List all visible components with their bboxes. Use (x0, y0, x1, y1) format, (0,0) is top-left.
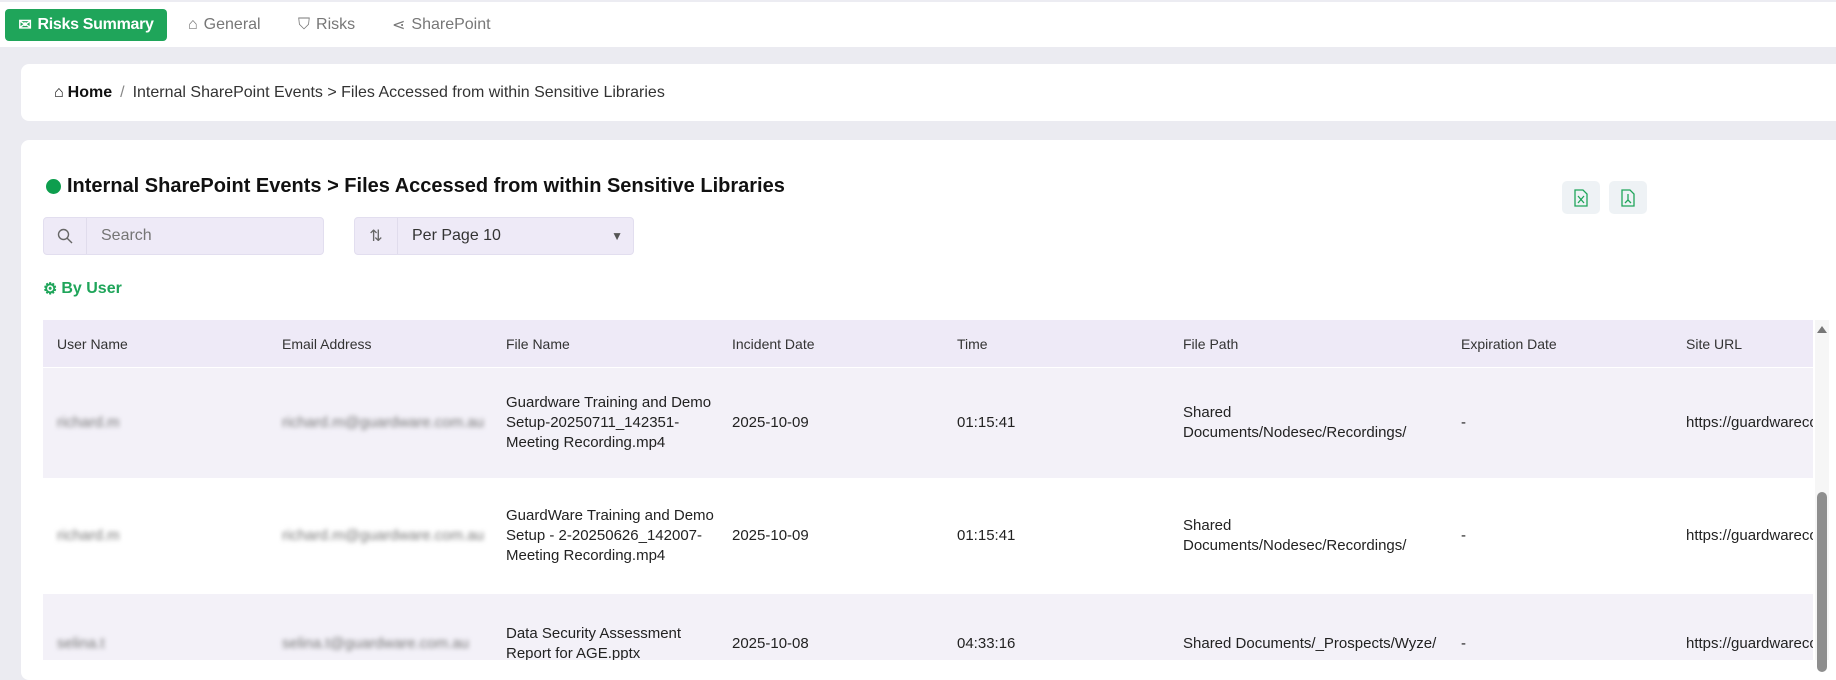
cell-time: 01:15:41 (957, 527, 1016, 544)
share-icon: ⋖ (392, 17, 406, 34)
scroll-up-icon[interactable] (1817, 326, 1827, 333)
tab-risks-summary[interactable]: ✉ Risks Summary (5, 9, 167, 41)
cell-time: 01:15:41 (957, 414, 1016, 431)
cell-site-url: https://guardwareco (1686, 527, 1813, 544)
status-dot-icon (46, 179, 61, 194)
envelope-icon: ✉ (18, 17, 32, 34)
cell-time: 04:33:16 (957, 634, 1016, 652)
scrollbar-thumb[interactable] (1817, 492, 1827, 672)
cell-file-path: Shared Documents/Nodesec/Recordings/ (1183, 517, 1407, 554)
breadcrumb: ⌂ Home / Internal SharePoint Events > Fil… (21, 64, 1836, 121)
top-nav: ✉ Risks Summary ⌂ General ⛉ Risks ⋖ SharePoi… (0, 0, 1836, 47)
tab-risks[interactable]: ⛉ Risks (298, 16, 356, 33)
per-page-select[interactable]: ⇅ Per Page 10 ▼ (354, 217, 634, 255)
cell-incident-date: 2025-10-08 (732, 634, 809, 652)
search-box[interactable] (43, 217, 324, 255)
page-title: Internal SharePoint Events > Files Acces… (46, 175, 785, 198)
cell-site-url: https://guardwareco (1686, 634, 1813, 652)
table-header: User Name Email Address File Name Incident … (43, 320, 1813, 367)
cell-email-address: richard.m@guardware.com.au (282, 414, 484, 431)
gear-icon: ⚙ (43, 281, 58, 298)
cell-expiration-date: - (1461, 414, 1466, 431)
home-icon: ⌂ (54, 83, 64, 101)
pdf-export-button[interactable] (1609, 181, 1647, 214)
search-icon (44, 218, 87, 254)
sort-list-icon: ⇅ (355, 218, 398, 254)
cell-incident-date: 2025-10-09 (732, 414, 809, 431)
table-scrollbar[interactable] (1815, 320, 1829, 672)
column-header-incident-date[interactable]: Incident Date (732, 335, 815, 352)
cell-expiration-date: - (1461, 527, 1466, 544)
cell-site-url: https://guardwareco (1686, 414, 1813, 431)
home-lock-icon: ⌂ (188, 16, 198, 33)
events-table: User Name Email Address File Name Incident … (43, 320, 1813, 660)
column-header-file-name[interactable]: File Name (506, 335, 570, 352)
tab-sharepoint[interactable]: ⋖ SharePoint (392, 16, 491, 34)
table-row[interactable]: richard.m richard.m@guardware.com.au Guard… (43, 478, 1813, 593)
cell-file-name: Data Security Assessment Report for AGE.… (506, 624, 682, 661)
cell-file-name: GuardWare Training and Demo Setup - 2-20… (506, 507, 714, 564)
excel-export-icon (1574, 188, 1588, 207)
breadcrumb-separator: / (120, 83, 125, 101)
column-header-site-url[interactable]: Site URL (1686, 335, 1743, 352)
group-by-user[interactable]: ⚙ By User (43, 280, 122, 298)
table-row[interactable]: selina.t selina.t@guardware.com.au Data Se… (43, 593, 1813, 660)
breadcrumb-current: Internal SharePoint Events > Files Acces… (132, 83, 665, 101)
tab-general[interactable]: ⌂ General (188, 16, 261, 33)
excel-export-button[interactable] (1562, 181, 1600, 214)
column-header-email-address[interactable]: Email Address (282, 335, 372, 352)
column-header-expiration-date[interactable]: Expiration Date (1461, 335, 1557, 352)
column-header-time[interactable]: Time (957, 335, 988, 352)
column-header-file-path[interactable]: File Path (1183, 335, 1239, 352)
cell-email-address: richard.m@guardware.com.au (282, 527, 484, 544)
cell-expiration-date: - (1461, 634, 1466, 652)
cell-email-address: selina.t@guardware.com.au (282, 634, 469, 652)
cell-file-path: Shared Documents/Nodesec/Recordings/ (1183, 404, 1407, 441)
chevron-down-icon: ▼ (611, 229, 623, 243)
cell-file-path: Shared Documents/_Prospects/Wyze/ (1183, 634, 1437, 652)
shield-alert-icon: ⛉ (298, 16, 311, 33)
search-input[interactable] (87, 227, 317, 245)
cell-incident-date: 2025-10-09 (732, 527, 809, 544)
pdf-export-icon (1621, 188, 1635, 207)
breadcrumb-home[interactable]: ⌂ Home (54, 83, 113, 101)
cell-file-name: Guardware Training and Demo Setup-202507… (506, 394, 712, 451)
per-page-value: Per Page 10 (412, 227, 501, 244)
column-header-user-name[interactable]: User Name (57, 335, 128, 352)
cell-user-name: richard.m (57, 527, 120, 544)
cell-user-name: richard.m (57, 414, 120, 431)
cell-user-name: selina.t (57, 634, 105, 652)
table-row[interactable]: richard.m richard.m@guardware.com.au Guard… (43, 367, 1813, 478)
